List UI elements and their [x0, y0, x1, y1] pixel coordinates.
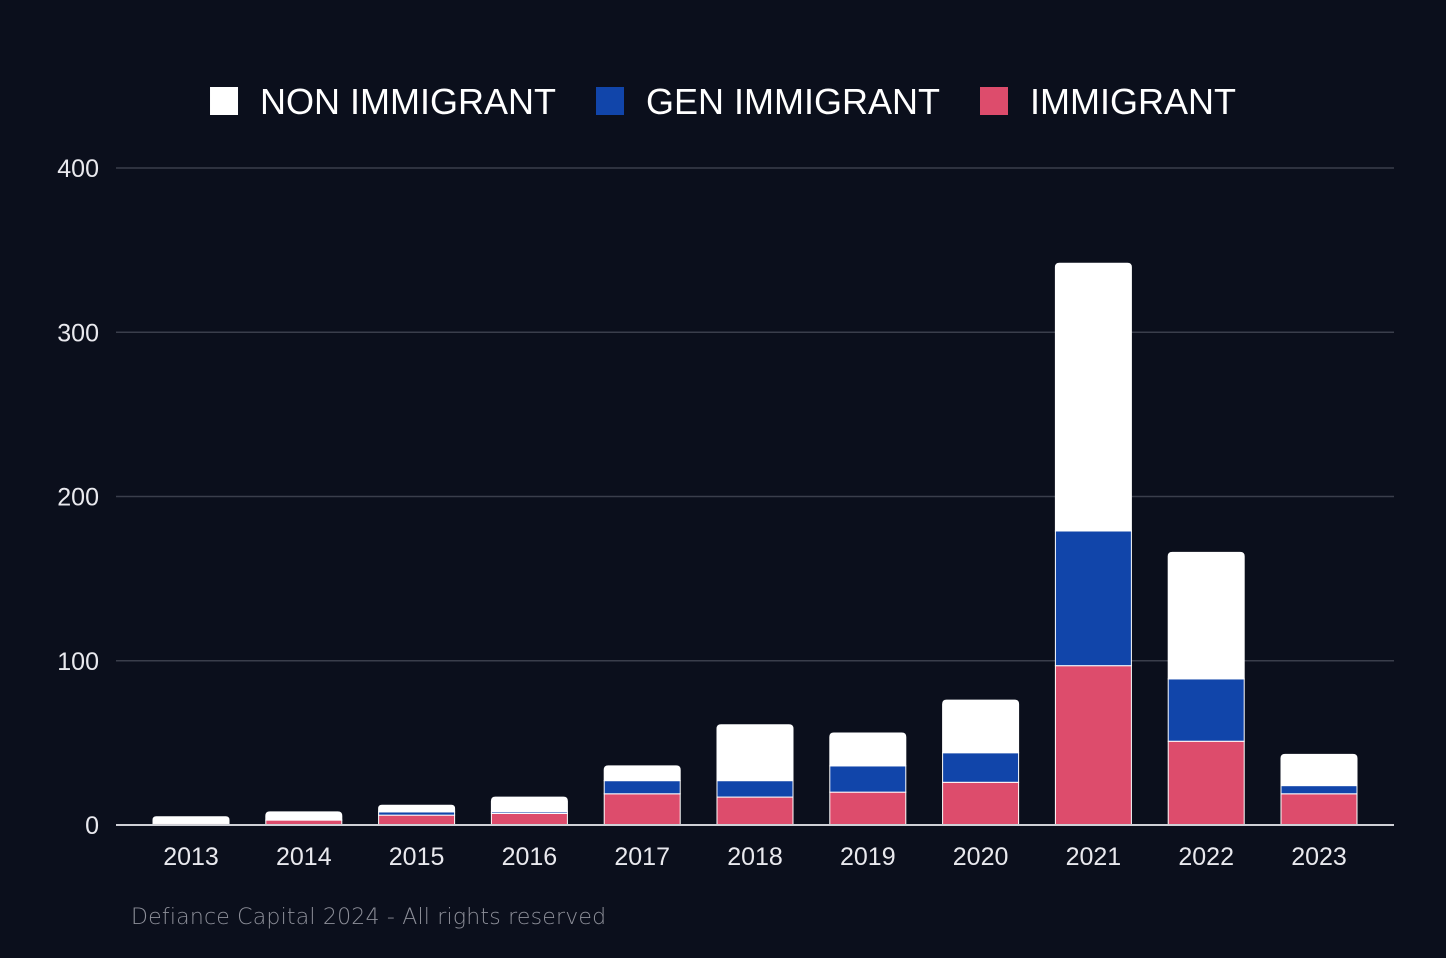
- bar-segment-non-immigrant: [829, 732, 907, 767]
- x-tick-label: 2023: [1291, 843, 1347, 871]
- bar-group-2017: [603, 765, 681, 826]
- bar-segment-gen-immigrant: [1054, 530, 1132, 667]
- legend: NON IMMIGRANT GEN IMMIGRANT IMMIGRANT: [210, 81, 1236, 122]
- bar-segment-non-immigrant: [1280, 753, 1358, 787]
- x-tick-label: 2020: [953, 843, 1009, 871]
- y-axis: 0 100 200 300 400: [57, 155, 99, 840]
- x-tick-label: 2014: [276, 843, 332, 871]
- bar-group-2023: [1280, 753, 1358, 826]
- x-tick-label: 2015: [389, 843, 445, 871]
- legend-label: NON IMMIGRANT: [260, 81, 556, 122]
- bar-segment-non-immigrant: [152, 816, 230, 824]
- y-tick-label: 400: [57, 155, 99, 183]
- x-tick-label: 2017: [614, 843, 670, 871]
- bar-segment-non-immigrant: [490, 796, 568, 813]
- bar-segment-immigrant: [829, 791, 907, 826]
- bar-group-2018: [716, 724, 794, 826]
- bar-segment-non-immigrant: [1167, 551, 1245, 680]
- legend-swatch: [210, 87, 239, 115]
- bar-group-2014: [265, 811, 343, 826]
- bar-segment-non-immigrant: [942, 699, 1020, 754]
- bars: [152, 262, 1358, 826]
- bar-group-2013: [152, 816, 230, 826]
- legend-label: IMMIGRANT: [1030, 81, 1236, 122]
- bar-segment-gen-immigrant: [829, 765, 907, 793]
- bar-group-2022: [1167, 551, 1245, 826]
- bar-group-2015: [378, 804, 456, 826]
- bar-segment-gen-immigrant: [1167, 678, 1245, 742]
- bar-group-2021: [1054, 262, 1132, 826]
- bar-segment-non-immigrant: [378, 804, 456, 813]
- legend-item-gen-immigrant: GEN IMMIGRANT: [596, 81, 940, 122]
- x-tick-label: 2013: [163, 843, 219, 871]
- legend-item-immigrant: IMMIGRANT: [980, 81, 1236, 122]
- bar-segment-immigrant: [1280, 793, 1358, 826]
- footer-copyright: Defiance Capital 2024 - All rights reser…: [131, 905, 607, 930]
- bar-segment-non-immigrant: [265, 811, 343, 821]
- bar-segment-gen-immigrant: [942, 752, 1020, 783]
- bar-segment-immigrant: [716, 796, 794, 826]
- x-tick-label: 2022: [1178, 843, 1234, 871]
- bar-segment-immigrant: [603, 793, 681, 826]
- x-tick-label: 2016: [502, 843, 558, 871]
- legend-swatch: [596, 87, 624, 115]
- bar-segment-gen-immigrant: [1280, 785, 1358, 795]
- y-tick-label: 100: [57, 648, 99, 676]
- x-tick-label: 2021: [1066, 843, 1122, 871]
- bar-segment-non-immigrant: [603, 765, 681, 782]
- y-tick-label: 200: [57, 484, 99, 512]
- x-tick-label: 2019: [840, 843, 896, 871]
- bar-segment-non-immigrant: [716, 724, 794, 782]
- bar-segment-immigrant: [1054, 665, 1132, 826]
- bar-segment-non-immigrant: [1054, 262, 1132, 532]
- legend-item-non-immigrant: NON IMMIGRANT: [210, 81, 556, 122]
- bar-segment-immigrant: [1167, 740, 1245, 826]
- x-axis: 2013 2014 2015 2016 2017 2018 2019 2020 2021 2022…: [116, 824, 1394, 871]
- bar-group-2020: [942, 699, 1020, 826]
- legend-label: GEN IMMIGRANT: [646, 81, 940, 122]
- x-tick-label: 2018: [727, 843, 783, 871]
- bar-segment-immigrant: [490, 813, 568, 826]
- y-tick-label: 300: [57, 319, 99, 347]
- bar-segment-immigrant: [942, 781, 1020, 826]
- bar-segment-gen-immigrant: [603, 780, 681, 795]
- bar-group-2019: [829, 732, 907, 826]
- y-tick-label: 0: [85, 812, 99, 840]
- bar-segment-immigrant: [378, 814, 456, 826]
- bar-group-2016: [490, 796, 568, 826]
- bar-segment-gen-immigrant: [716, 780, 794, 798]
- legend-swatch: [980, 87, 1008, 115]
